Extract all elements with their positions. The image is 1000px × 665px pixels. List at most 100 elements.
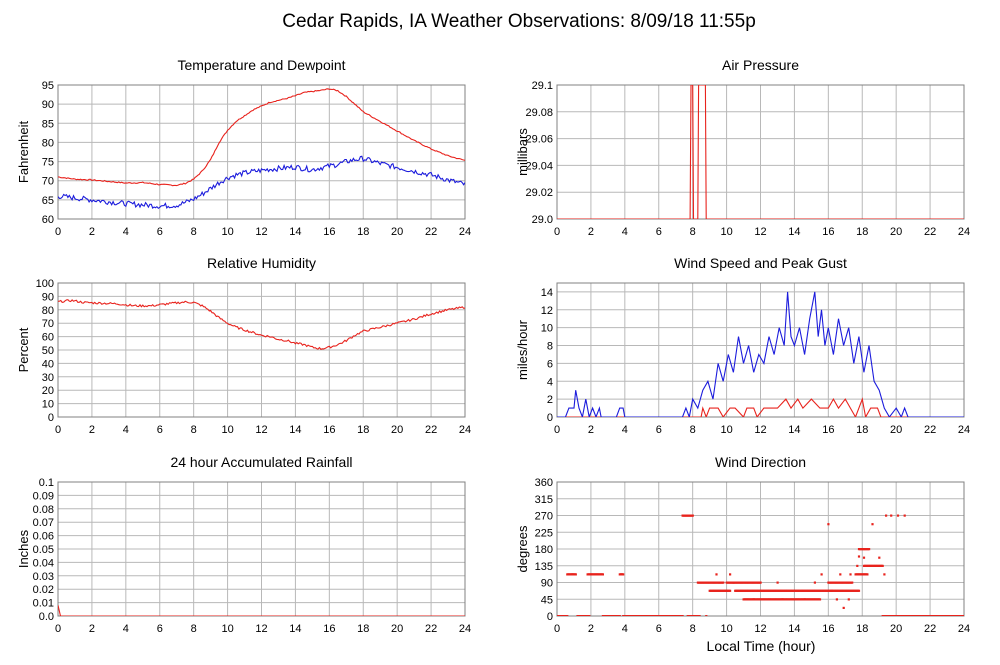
temp-plot — [58, 88, 465, 210]
temp-x-tick-label: 10 — [221, 226, 233, 238]
direction-point — [871, 523, 874, 526]
direction-point — [722, 581, 725, 584]
direction-point — [851, 581, 854, 584]
pressure-y-tick-label: 29.06 — [525, 134, 553, 146]
rain-x-tick-label: 4 — [123, 623, 129, 635]
direction-x-tick-label: 2 — [588, 623, 594, 635]
humidity-y-tick-label: 50 — [42, 345, 54, 357]
humidity-y-tick-label: 0 — [48, 412, 54, 424]
direction-point — [827, 523, 830, 526]
humidity-y-tick-label: 60 — [42, 332, 54, 344]
direction-point — [759, 581, 762, 584]
humidity-y-tick-label: 30 — [42, 372, 54, 384]
direction-point — [622, 573, 625, 576]
rain-x-tick-label: 0 — [55, 623, 61, 635]
pressure-x-tick-label: 20 — [890, 226, 902, 238]
direction-y-tick-label: 135 — [535, 561, 553, 573]
direction-y-tick-label: 270 — [535, 511, 553, 523]
wind-x-tick-label: 0 — [554, 424, 560, 436]
rain-series-0-line — [58, 605, 465, 616]
temp-x-tick-label: 24 — [459, 226, 471, 238]
pressure-x-tick-label: 16 — [822, 226, 834, 238]
wind-y-tick-label: 2 — [547, 394, 553, 406]
rain-y-tick-label: 0.06 — [33, 531, 54, 543]
direction-point — [857, 555, 861, 558]
pressure-x-tick-label: 22 — [924, 226, 936, 238]
direction-y-tick-label: 45 — [541, 594, 553, 606]
direction-point — [818, 598, 822, 601]
direction-point — [847, 598, 850, 601]
wind-y-tick-label: 10 — [541, 323, 553, 335]
direction-x-tick-label: 16 — [822, 623, 834, 635]
pressure-y-tick-label: 29.04 — [525, 160, 553, 172]
temp-x-tick-label: 0 — [55, 226, 61, 238]
direction-point — [839, 573, 842, 576]
rain-x-tick-label: 6 — [157, 623, 163, 635]
direction-point — [813, 581, 816, 584]
rain-y-tick-label: 0.07 — [33, 517, 54, 529]
wind-series-0-line — [557, 397, 964, 417]
rain-x-tick-label: 10 — [221, 623, 233, 635]
pressure-series-0-line — [557, 85, 964, 219]
rain-y-tick-label: 0.03 — [33, 571, 54, 583]
direction-point — [849, 573, 852, 576]
temp-x-tick-label: 16 — [323, 226, 335, 238]
temp-y-tick-label: 65 — [42, 195, 54, 207]
temp-x-tick-label: 14 — [289, 226, 301, 238]
wind-title: Wind Speed and Peak Gust — [674, 255, 847, 271]
temp-y-tick-label: 60 — [42, 214, 54, 226]
wind-x-tick-label: 10 — [720, 424, 732, 436]
rain-y-tick-label: 0.1 — [39, 477, 54, 489]
humidity-frame — [57, 282, 466, 418]
x-axis-label: Local Time (hour) — [707, 638, 816, 654]
direction-x-tick-label: 4 — [622, 623, 628, 635]
direction-x-tick-label: 12 — [754, 623, 766, 635]
direction-point — [566, 615, 569, 616]
direction-y-tick-label: 225 — [535, 527, 553, 539]
direction-point — [868, 548, 871, 551]
wind-x-tick-label: 20 — [890, 424, 902, 436]
direction-point — [618, 615, 621, 616]
page-title: Cedar Rapids, IA Weather Observations: 8… — [282, 11, 756, 32]
pressure-plot — [557, 85, 964, 219]
direction-point — [601, 573, 604, 576]
direction-x-tick-label: 10 — [720, 623, 732, 635]
humidity-x-tick-label: 20 — [391, 424, 403, 436]
direction-point — [803, 598, 806, 601]
rain-x-tick-label: 20 — [391, 623, 403, 635]
temp-frame — [57, 84, 466, 220]
direction-point — [883, 573, 886, 576]
rain-title: 24 hour Accumulated Rainfall — [170, 454, 352, 470]
humidity-x-tick-label: 0 — [55, 424, 61, 436]
temp-series-0-line — [58, 88, 465, 187]
humidity-y-tick-label: 10 — [42, 399, 54, 411]
direction-point — [705, 615, 708, 616]
pressure-title: Air Pressure — [722, 57, 799, 73]
temp-y-axis-label: Fahrenheit — [16, 121, 31, 184]
rain-y-axis-label: Inches — [16, 529, 31, 568]
direction-y-axis-label: degrees — [515, 525, 530, 572]
temp-y-tick-label: 70 — [42, 176, 54, 188]
pressure-x-tick-label: 8 — [690, 226, 696, 238]
direction-point — [881, 564, 884, 567]
wind-y-tick-label: 12 — [541, 305, 553, 317]
temp-x-tick-label: 8 — [191, 226, 197, 238]
direction-plot — [557, 514, 964, 616]
rain-y-tick-label: 0.09 — [33, 490, 54, 502]
direction-y-tick-label: 180 — [535, 544, 553, 556]
pressure-x-tick-label: 4 — [622, 226, 628, 238]
rain-x-tick-label: 16 — [323, 623, 335, 635]
temp-x-tick-label: 22 — [425, 226, 437, 238]
direction-point — [729, 573, 732, 576]
wind-plot — [557, 291, 964, 417]
direction-point — [781, 598, 784, 601]
rain-x-tick-label: 2 — [89, 623, 95, 635]
humidity-y-tick-label: 40 — [42, 358, 54, 370]
temp-y-tick-label: 75 — [42, 157, 54, 169]
direction-x-tick-label: 0 — [554, 623, 560, 635]
